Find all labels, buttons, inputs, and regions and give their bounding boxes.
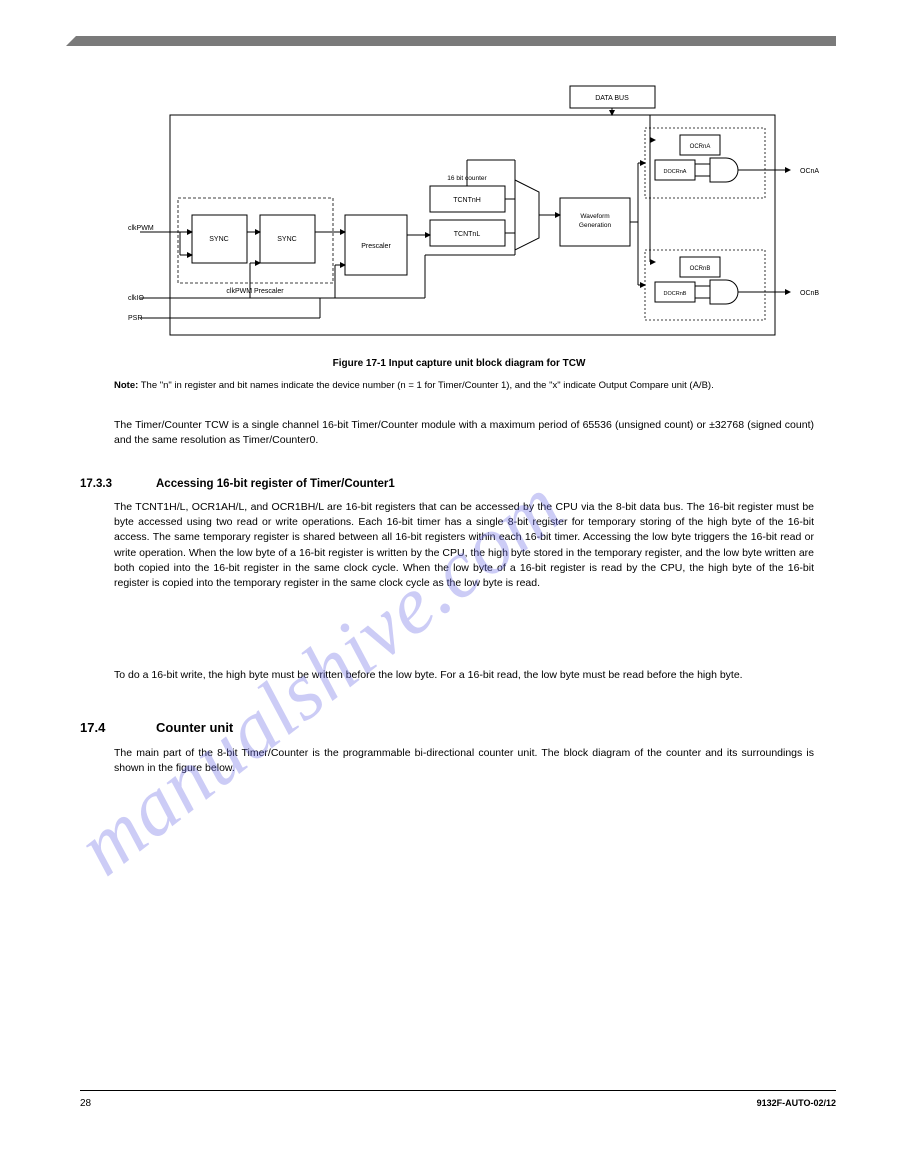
block-diagram: clkPWM Prescaler SYNC SYNC Prescaler TCN…: [120, 80, 820, 360]
paragraph: To do a 16-bit write, the high byte must…: [114, 668, 814, 683]
svg-text:OCRnB: OCRnB: [690, 266, 711, 272]
svg-text:clkPWM: clkPWM: [128, 225, 154, 232]
svg-text:TCNTnH: TCNTnH: [453, 197, 481, 204]
header-title: Timer/Counters: [90, 20, 182, 34]
svg-text:TCNTnL: TCNTnL: [454, 231, 481, 238]
svg-text:clkPWM Prescaler: clkPWM Prescaler: [226, 288, 284, 295]
svg-text:Generation: Generation: [579, 222, 612, 229]
svg-text:OCnB: OCnB: [800, 290, 819, 297]
section-number: 17.3.3: [80, 478, 112, 490]
note-text: The "n" in register and bit names indica…: [141, 380, 714, 391]
footer-rule: [80, 1090, 836, 1091]
doc-id: 9132F-AUTO-02/12: [757, 1098, 836, 1108]
svg-text:DOCRnB: DOCRnB: [664, 291, 687, 297]
svg-text:DOCRnA: DOCRnA: [664, 169, 687, 175]
header-bar: [76, 36, 836, 46]
figure-caption: Figure 17-1 Input capture unit block dia…: [0, 358, 918, 369]
svg-text:Waveform: Waveform: [580, 213, 609, 220]
svg-text:DATA BUS: DATA BUS: [595, 95, 629, 102]
note-label: Note:: [114, 380, 138, 391]
paragraph: The main part of the 8-bit Timer/Counter…: [114, 746, 814, 776]
page-number: 28: [80, 1098, 91, 1109]
svg-text:SYNC: SYNC: [277, 236, 296, 243]
paragraph: The TCNT1H/L, OCR1AH/L, and OCR1BH/L are…: [114, 500, 814, 591]
svg-text:OCnA: OCnA: [800, 168, 819, 175]
paragraph: The Timer/Counter TCW is a single channe…: [114, 418, 814, 448]
section-title: Counter unit: [156, 720, 233, 735]
svg-text:SYNC: SYNC: [209, 236, 228, 243]
svg-text:OCRnA: OCRnA: [690, 144, 711, 150]
section-number: 17.4: [80, 720, 105, 735]
figure-note: Note: The "n" in register and bit names …: [114, 380, 814, 393]
section-title: Accessing 16-bit register of Timer/Count…: [156, 478, 395, 490]
svg-text:Prescaler: Prescaler: [361, 243, 391, 250]
